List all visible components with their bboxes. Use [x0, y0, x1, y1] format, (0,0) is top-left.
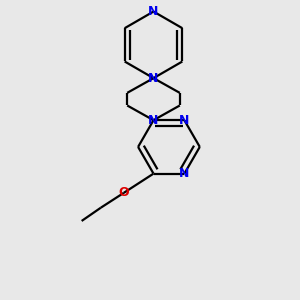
Text: N: N	[148, 5, 159, 18]
Text: N: N	[148, 114, 159, 127]
Text: N: N	[148, 72, 159, 85]
Text: O: O	[118, 186, 129, 200]
Text: N: N	[179, 167, 190, 180]
Text: N: N	[179, 114, 190, 127]
